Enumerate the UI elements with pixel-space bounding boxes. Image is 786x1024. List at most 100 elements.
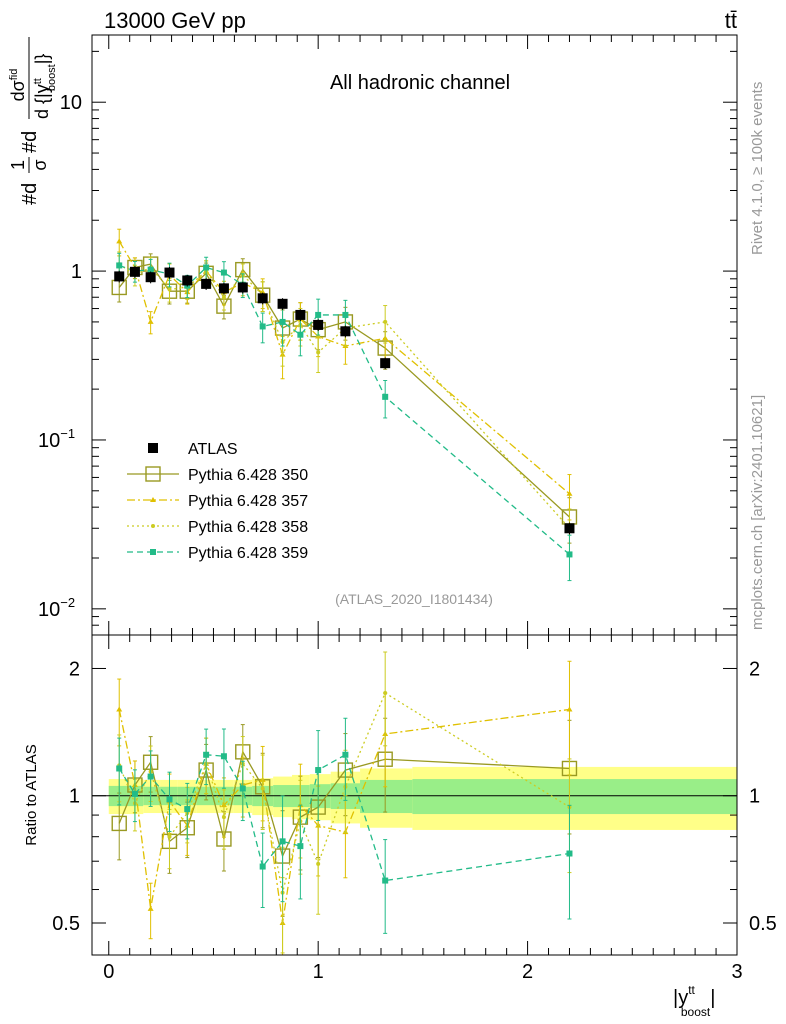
main-data-point: [147, 266, 154, 273]
ratio-data-point: [315, 767, 322, 774]
ratio-data-point: [239, 785, 246, 792]
ratio-data-point: [147, 773, 154, 780]
ylabel-frac2-num: dσfid: [8, 69, 28, 102]
main-data-point: [279, 318, 286, 325]
ratio-y-tick-label: 0.5: [52, 913, 80, 935]
legend-entry: ATLAS: [148, 441, 238, 458]
main-y-tick-label: 10−2: [38, 595, 75, 621]
main-y-tick-label: 1: [71, 261, 82, 283]
legend-label: Pythia 6.428 350: [188, 467, 308, 484]
ratio-y-tick-label-right: 2: [749, 658, 760, 680]
main-series-4: [116, 252, 573, 582]
x-tick-label: 2: [522, 961, 533, 983]
ratio-y-axis-label: Ratio to ATLAS: [23, 744, 40, 845]
x-tick-label: 1: [313, 961, 324, 983]
main-data-point: [297, 331, 304, 338]
main-data-point: [167, 287, 172, 292]
main-series-1: [111, 253, 578, 544]
ratio-data-point: [383, 690, 388, 695]
main-x-ticks: [108, 35, 738, 635]
ratio-y-tick-label-right: 0.5: [749, 913, 777, 935]
main-y-ticks: 10−2 10−1 1 10: [38, 50, 737, 636]
main-data-point: [382, 393, 389, 400]
ratio-y-tick-label-right: 1: [749, 786, 760, 808]
main-plot-title: All hadronic channel: [330, 72, 510, 94]
main-data-point: [237, 282, 248, 293]
ratio-data-point: [203, 751, 210, 758]
legend-entry: Pythia 6.428 359: [127, 545, 308, 562]
ratio-data-point: [220, 753, 227, 760]
main-data-point: [566, 551, 573, 558]
x-tick-label: 3: [731, 961, 742, 983]
main-series-group: [111, 228, 578, 582]
ratio-band-green: [412, 779, 737, 815]
legend-entry: Pythia 6.428 357: [127, 493, 308, 510]
ratio-y-tick-label: 2: [69, 658, 80, 680]
ylabel-mid: #d: [19, 131, 41, 153]
ratio-series-line: [118, 692, 570, 893]
ylabel-prefix: #d: [19, 183, 41, 205]
ratio-data-point: [116, 765, 123, 772]
main-data-point: [145, 272, 156, 283]
main-data-point: [277, 298, 288, 309]
legend-marker: [150, 497, 156, 502]
ratio-plot: 0.5 0.5 1 1 2 2 0 1 2 3 Ratio to ATLAS: [23, 634, 777, 983]
mcplots-label: mcplots.cern.ch [arXiv:2401.10621]: [749, 395, 766, 630]
ratio-data-point: [131, 790, 138, 797]
ratio-band-green: [360, 779, 413, 814]
ratio-data-point: [297, 843, 304, 850]
ratio-series-3: [116, 717, 573, 934]
legend-marker: [150, 549, 156, 555]
header-process-label: tt̄: [725, 8, 737, 33]
main-data-point: [220, 269, 227, 276]
main-series-2: [116, 228, 573, 521]
ylabel-frac1-den: σ: [30, 159, 50, 170]
main-data-point: [129, 266, 140, 277]
ratio-data-point: [566, 850, 573, 857]
legend-label: Pythia 6.428 359: [188, 545, 308, 562]
main-y-tick-label: 10: [60, 92, 82, 114]
ratio-data-point: [221, 815, 226, 820]
main-data-point: [221, 295, 226, 300]
legend-marker: [151, 524, 155, 528]
main-data-point: [295, 309, 306, 320]
x-tick-label: 0: [103, 961, 114, 983]
ratio-data-point: [342, 751, 349, 758]
main-data-point: [315, 311, 322, 318]
analysis-watermark: (ATLAS_2020_I1801434): [335, 591, 493, 607]
main-data-point: [257, 293, 268, 304]
main-y-tick-label: 10−1: [38, 426, 75, 452]
ylabel-frac2-den: d {|ytt boost|}: [32, 54, 58, 119]
legend-label: ATLAS: [188, 441, 238, 458]
legend-entry: Pythia 6.428 350: [127, 466, 308, 484]
main-data-point: [342, 311, 349, 318]
main-y-axis-label: #d 1 σ #d dσfid d {|ytt boost|}: [8, 37, 58, 205]
main-data-point: [147, 318, 154, 324]
legend-marker: [145, 466, 161, 482]
legend-marker: [148, 443, 158, 453]
ratio-data-point: [259, 863, 266, 870]
main-series-0: [114, 266, 575, 535]
main-series-line: [118, 263, 570, 529]
legend-entry: Pythia 6.428 358: [127, 519, 308, 536]
main-data-point: [566, 490, 573, 496]
ratio-data-point: [111, 815, 127, 832]
ratio-data-point: [316, 861, 321, 866]
legend-label: Pythia 6.428 358: [188, 519, 308, 536]
rivet-version-label: Rivet 4.1.0, ≥ 100k events: [749, 82, 766, 255]
ratio-data-point: [116, 706, 123, 712]
main-data-point: [218, 283, 229, 294]
header-energy-label: 13000 GeV pp: [104, 8, 246, 33]
ratio-x-ticks: 0 1 2 3: [103, 635, 743, 983]
main-data-point: [116, 262, 123, 269]
main-series-line: [118, 263, 570, 518]
ratio-data-point: [166, 796, 173, 803]
main-data-point: [114, 271, 125, 282]
ratio-data-point: [382, 877, 389, 884]
ratio-y-tick-label: 1: [69, 786, 80, 808]
ratio-data-point: [566, 706, 573, 712]
ratio-y-ticks: 0.5 0.5 1 1 2 2: [52, 658, 777, 935]
main-data-point: [116, 238, 123, 244]
